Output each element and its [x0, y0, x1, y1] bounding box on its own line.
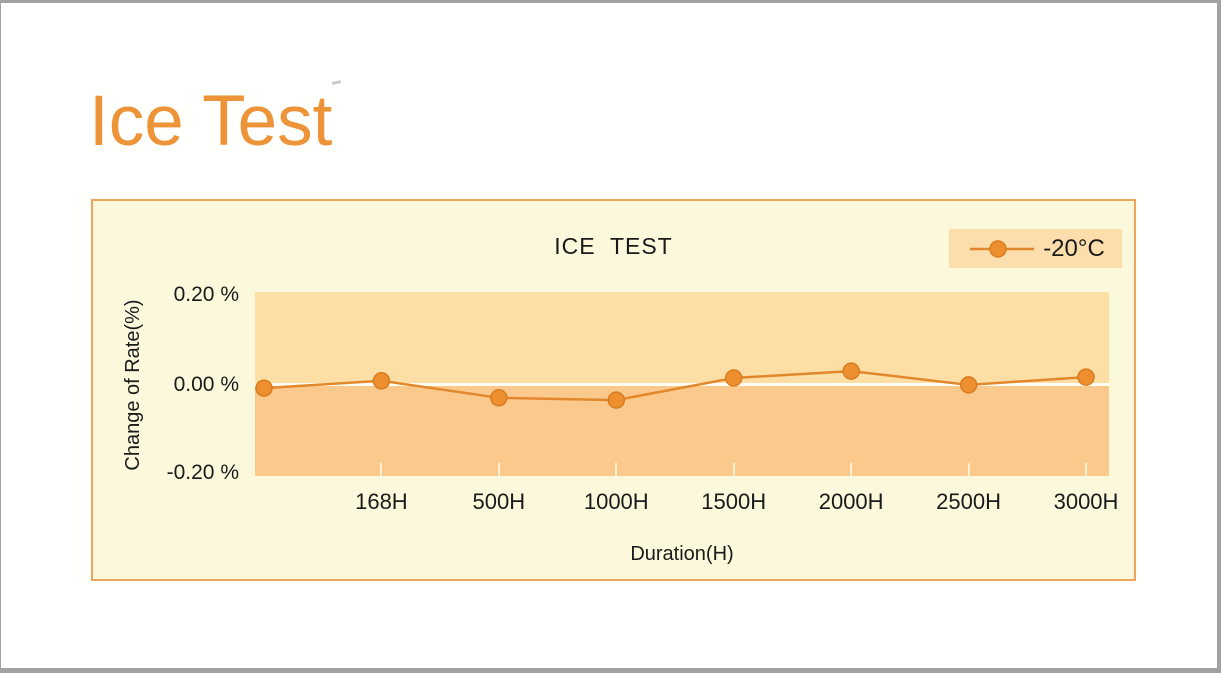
x-tick-mark: [1085, 463, 1088, 476]
zero-gridline: [255, 383, 1109, 386]
x-tick-label: 2500H: [936, 489, 1001, 514]
negative-band: [255, 384, 1109, 476]
legend-line-marker-icon: [970, 239, 1035, 258]
stray-mark: [331, 80, 342, 85]
data-point-marker: [959, 376, 978, 394]
data-point-marker: [1077, 368, 1095, 386]
data-point-marker: [607, 391, 626, 409]
plot-area: [255, 292, 1109, 476]
page-title: Ice Test: [89, 82, 333, 161]
series-line: [263, 369, 1087, 402]
y-tick-label: -0.20 %: [166, 461, 239, 484]
x-tick-label: 1500H: [701, 489, 767, 514]
data-point-marker: [490, 389, 508, 407]
y-tick-label: 0.20 %: [173, 283, 239, 306]
x-tick-mark: [850, 463, 853, 476]
x-tick-label: 168H: [355, 489, 408, 514]
data-point-marker: [724, 369, 743, 387]
x-axis-title: Duration(H): [630, 543, 734, 565]
data-point-marker: [842, 362, 860, 380]
data-point-marker: [255, 379, 273, 397]
x-tick-label: 1000H: [583, 489, 649, 514]
x-tick-mark: [497, 463, 500, 476]
y-tick-label: 0.00 %: [173, 373, 239, 396]
legend: -20°C: [949, 229, 1122, 268]
x-tick-label: 3000H: [1053, 489, 1119, 514]
x-tick-label: 500H: [472, 489, 526, 514]
positive-band: [255, 292, 1109, 384]
data-point-marker: [372, 372, 391, 390]
x-tick-label: 2000H: [818, 489, 884, 514]
legend-label: -20°C: [1043, 234, 1105, 262]
x-tick-mark: [967, 463, 970, 476]
x-tick-mark: [732, 463, 735, 476]
x-axis-labels: 168H 500H 1000H 1500H 2000H 2500H 3000H: [255, 489, 1118, 517]
x-tick-mark: [380, 463, 383, 476]
chart-panel: ICE TEST -20°C Change of Rate(%) 0.20 % …: [91, 199, 1136, 581]
series-plot: [255, 362, 1095, 409]
chart-title: ICE TEST: [554, 233, 673, 259]
x-tick-mark: [615, 463, 618, 476]
